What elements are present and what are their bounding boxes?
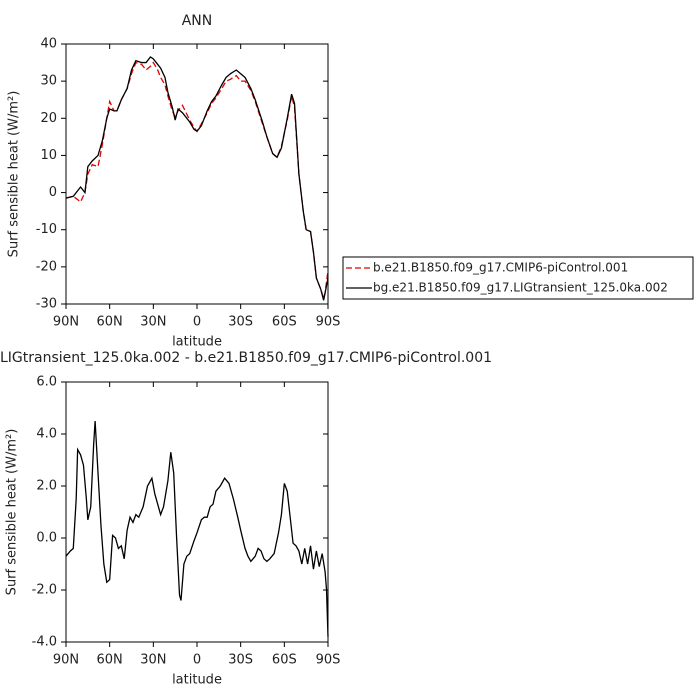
- y-tick-label: 0: [49, 185, 57, 200]
- data-line: [65, 61, 329, 301]
- y-axis-label: Surf sensible heat (W/m²): [5, 429, 20, 596]
- y-tick-label: 2.0: [36, 479, 57, 494]
- legend-label: b.e21.B1850.f09_g17.CMIP6-piControl.001: [373, 261, 628, 275]
- x-axis-label: latitude: [172, 335, 222, 350]
- x-tick-label: 60N: [97, 653, 123, 668]
- x-tick-label: 90N: [53, 653, 79, 668]
- y-tick-label: -30: [36, 297, 57, 312]
- chart-title: ANN: [182, 13, 213, 29]
- x-tick-label: 30N: [140, 315, 166, 330]
- y-tick-label: 40: [40, 37, 57, 52]
- x-axis-label: latitude: [172, 673, 222, 688]
- x-tick-label: 30S: [228, 315, 253, 330]
- y-axis-label: Surf sensible heat (W/m²): [7, 91, 22, 258]
- legend-box: [342, 256, 694, 300]
- y-tick-label: 30: [40, 74, 57, 89]
- x-tick-label: 30S: [228, 653, 253, 668]
- x-tick-label: 90S: [316, 315, 341, 330]
- y-tick-label: 20: [40, 111, 57, 126]
- data-line: [65, 56, 329, 301]
- x-tick-label: 60S: [272, 315, 297, 330]
- x-tick-label: 30N: [140, 653, 166, 668]
- x-tick-label: 0: [193, 315, 201, 330]
- y-tick-label: 4.0: [36, 427, 57, 442]
- y-tick-label: -20: [36, 259, 57, 274]
- plot-frame: [65, 43, 329, 305]
- x-tick-label: 60N: [97, 315, 123, 330]
- x-tick-label: 60S: [272, 653, 297, 668]
- x-tick-label: 0: [193, 653, 201, 668]
- y-tick-label: -4.0: [32, 635, 57, 650]
- chart-title: LIGtransient_125.0ka.002 - b.e21.B1850.f…: [0, 350, 492, 366]
- data-line: [65, 420, 329, 637]
- y-tick-label: 10: [40, 148, 57, 163]
- plot-frame: [65, 381, 329, 643]
- x-tick-label: 90N: [53, 315, 79, 330]
- y-tick-label: 6.0: [36, 375, 57, 390]
- y-tick-label: 0.0: [36, 531, 57, 546]
- y-tick-label: -10: [36, 222, 57, 237]
- legend-label: bg.e21.B1850.f09_g17.LIGtransient_125.0k…: [373, 281, 668, 295]
- x-tick-label: 90S: [316, 653, 341, 668]
- y-tick-label: -2.0: [32, 583, 57, 598]
